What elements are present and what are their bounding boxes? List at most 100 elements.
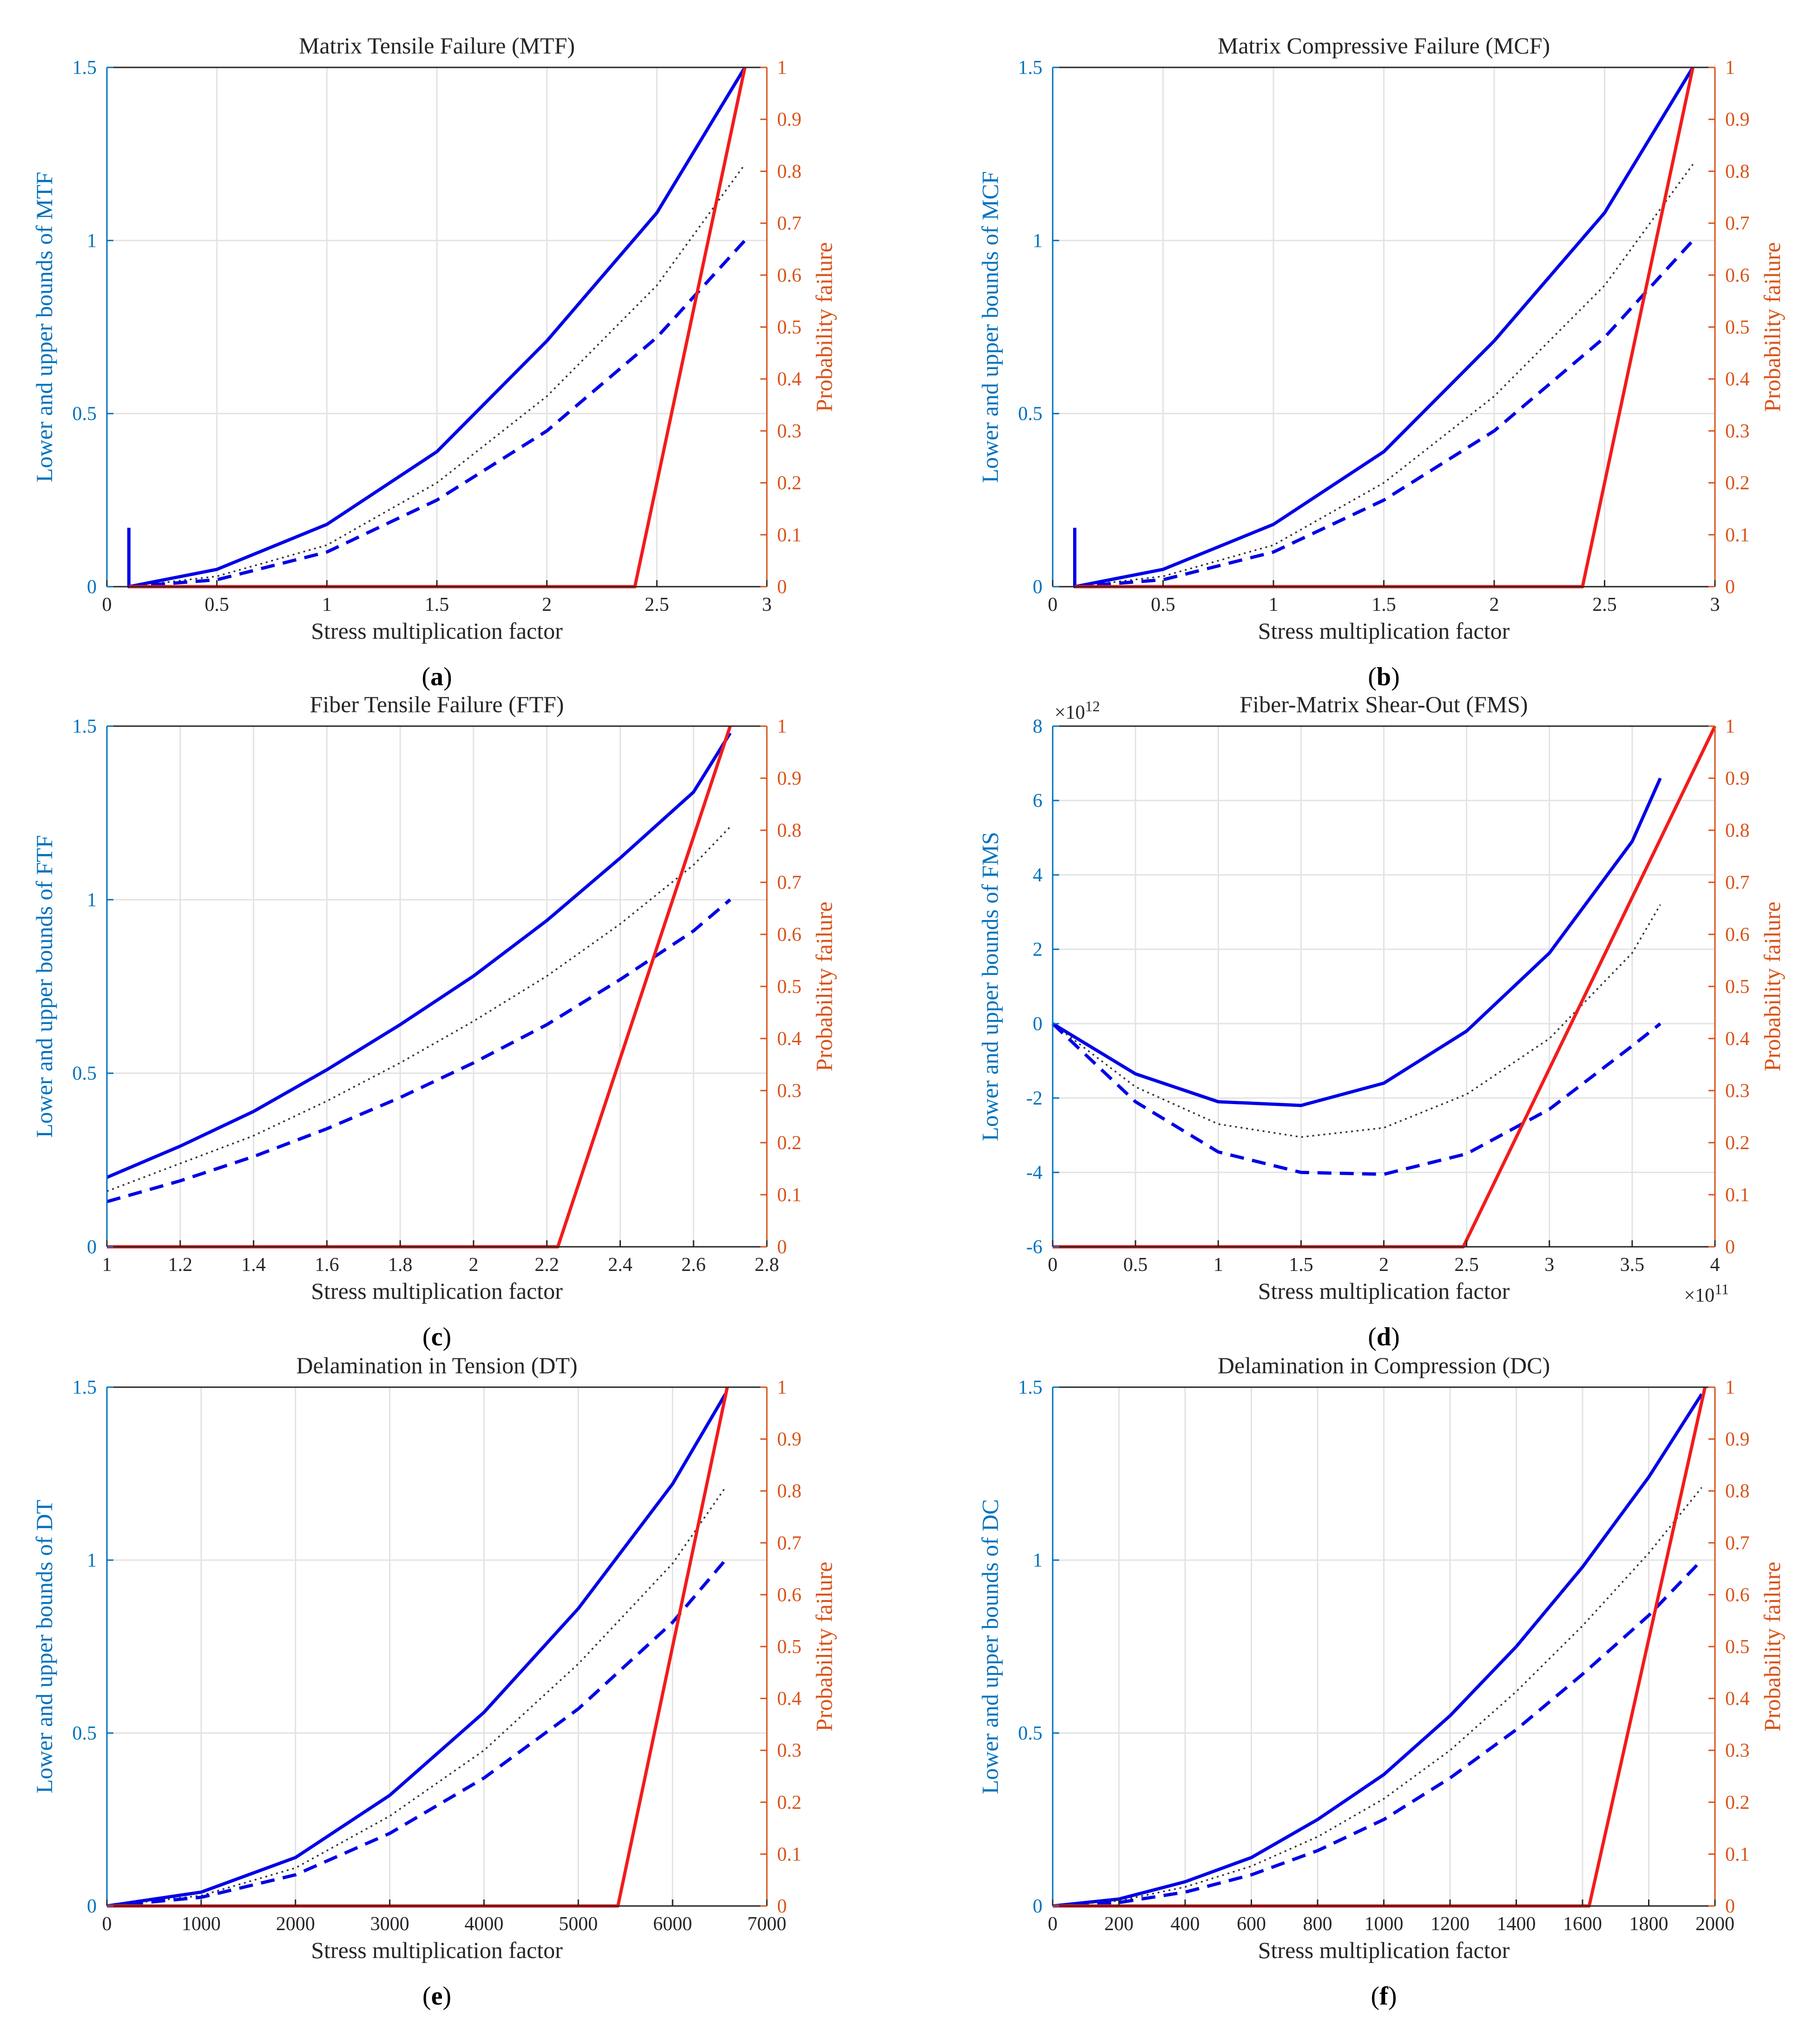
upper-bound-line — [1052, 1393, 1703, 1908]
y2-tick-label: 0.4 — [1725, 369, 1750, 390]
y2-tick-label: 0.8 — [777, 1481, 802, 1502]
mean-line — [106, 826, 731, 1192]
y2-axis-label: Probability failure — [1759, 242, 1785, 412]
mean-line — [1075, 164, 1694, 588]
y2-tick-label: 0.6 — [1725, 924, 1750, 946]
chart-title: Fiber Tensile Failure (FTF) — [310, 691, 564, 717]
caption-close: ) — [1388, 1982, 1397, 2011]
x-axis-label: Stress multiplication factor — [1258, 1937, 1510, 1963]
y-tick-label: 0.5 — [1018, 1723, 1043, 1744]
x-tick-label: 3.5 — [1620, 1254, 1645, 1276]
y2-tick-label: 0.1 — [1725, 1844, 1750, 1865]
x-tick-label: 0 — [102, 594, 112, 615]
y2-axis-label: Probability failure — [811, 901, 837, 1071]
y2-tick-label: 1 — [777, 1377, 787, 1398]
x-tick-label: 2 — [542, 594, 552, 615]
x-tick-label: 1.5 — [1289, 1254, 1313, 1276]
x-tick-label: 3 — [762, 594, 772, 615]
x-tick-label: 600 — [1237, 1913, 1266, 1935]
y-tick-label: 0 — [1033, 1896, 1042, 1917]
caption-open: ( — [1371, 1982, 1380, 2011]
y2-tick-label: 0.3 — [1725, 1740, 1750, 1761]
chart-panel-e: 0 1000 2000 3000 4000 5000 6000 700000.511.500.… — [31, 1352, 837, 2011]
y-tick-label: 1 — [87, 889, 97, 911]
x-tick-label: 2.5 — [1454, 1254, 1479, 1276]
mean-line — [129, 164, 746, 588]
y-multiplier-exponent: 12 — [1085, 698, 1100, 715]
caption-letter: d — [1377, 1323, 1391, 1351]
caption-close: ) — [1391, 1323, 1400, 1351]
y-tick-label: 0.5 — [1018, 404, 1043, 425]
y2-tick-label: 0.4 — [1725, 1688, 1750, 1710]
caption-open: ( — [422, 1323, 431, 1351]
x-multiplier: ×1011 — [1684, 1281, 1729, 1306]
chart-title: Matrix Compressive Failure (MCF) — [1218, 33, 1550, 59]
mean-line — [1052, 1487, 1702, 1907]
x-axis-label: Stress multiplication factor — [311, 1278, 563, 1304]
y-tick-label: 0 — [87, 576, 97, 598]
x-tick-label: 0.5 — [1151, 594, 1175, 615]
caption-close: ) — [442, 1982, 451, 2011]
chart-panel-f: 0 200 400 600 800 1000 1200 1400 1600 1800 200000.… — [977, 1352, 1785, 2011]
y2-tick-label: 0.2 — [777, 1132, 802, 1154]
y2-tick-label: 0.7 — [777, 872, 802, 893]
y2-tick-label: 0.8 — [777, 161, 802, 182]
x-tick-label: 2.4 — [608, 1254, 633, 1276]
y2-tick-label: 0 — [1725, 1896, 1735, 1917]
x-tick-label: 1.5 — [1372, 594, 1396, 615]
mean-line — [106, 1487, 726, 1907]
upper-bound-line — [127, 66, 746, 589]
y-tick-label: 4 — [1033, 865, 1042, 886]
y2-tick-label: 0.5 — [777, 317, 802, 338]
y2-tick-label: 0 — [1725, 576, 1735, 598]
y2-tick-label: 0 — [777, 1896, 787, 1917]
y-tick-label: 1.5 — [73, 57, 97, 79]
y2-tick-label: 1 — [1725, 57, 1735, 79]
y2-tick-label: 0.1 — [777, 1844, 802, 1865]
panel-caption: (a) — [422, 662, 452, 691]
y-tick-label: 0.5 — [73, 404, 97, 425]
caption-open: ( — [422, 1982, 431, 2011]
x-axis-label: Stress multiplication factor — [1258, 618, 1510, 644]
y-tick-label: 1.5 — [73, 1377, 97, 1398]
x-tick-label: 400 — [1171, 1913, 1200, 1935]
y2-tick-label: 0.4 — [1725, 1028, 1750, 1050]
x-tick-label: 4000 — [464, 1913, 503, 1935]
y-axis-label: Lower and upper bounds of DC — [977, 1499, 1003, 1794]
y-multiplier: ×1012 — [1055, 698, 1100, 723]
y2-tick-label: 0.3 — [777, 421, 802, 442]
y-tick-label: 8 — [1033, 716, 1042, 737]
x-tick-label: 0 — [1048, 1254, 1058, 1276]
y2-axis-label: Probability failure — [811, 242, 837, 412]
y2-tick-label: 0.5 — [1725, 976, 1750, 998]
x-tick-label: 1000 — [182, 1913, 221, 1935]
y2-tick-label: 0.2 — [1725, 473, 1750, 494]
x-tick-label: 1.5 — [425, 594, 449, 615]
y2-tick-label: 0.7 — [1725, 872, 1750, 893]
caption-letter: e — [431, 1982, 443, 2011]
x-tick-label: 6000 — [653, 1913, 692, 1935]
y2-tick-label: 0.2 — [1725, 1132, 1750, 1154]
y2-tick-label: 0.7 — [1725, 213, 1750, 234]
x-tick-label: 1.4 — [241, 1254, 266, 1276]
x-tick-label: 4 — [1710, 1254, 1720, 1276]
panel-caption: (e) — [422, 1982, 451, 2011]
y2-tick-label: 0.9 — [777, 768, 802, 789]
chart-panel-d: 0 0.5 1 1.5 2 2.5 3 3.5 4 -6 -4 -2 0 2 4 6 8 0 0.1 0.2 0.3 0.… — [977, 691, 1785, 1351]
y2-tick-label: 0.6 — [777, 1584, 802, 1606]
panel-caption: (c) — [422, 1323, 451, 1351]
y-tick-label: 0.5 — [73, 1723, 97, 1744]
y-tick-label: 1.5 — [1018, 1377, 1043, 1398]
y2-tick-label: 0.1 — [777, 524, 802, 546]
chart-panel-b: 0 0.5 1 1.5 2 2.5 300.511.500.10.20.30.40.50.6… — [977, 33, 1785, 691]
panel-caption: (b) — [1368, 662, 1399, 691]
caption-letter: f — [1379, 1982, 1389, 2011]
y-tick-label: 2 — [1033, 939, 1042, 960]
y-tick-label: -6 — [1026, 1237, 1042, 1258]
panel-caption: (f) — [1371, 1982, 1397, 2011]
lower-bound-line — [129, 239, 746, 589]
y2-tick-label: 0 — [777, 576, 787, 598]
y2-tick-label: 0.2 — [1725, 1792, 1750, 1813]
x-tick-label: 200 — [1104, 1913, 1134, 1935]
y2-tick-label: 0.8 — [1725, 820, 1750, 841]
